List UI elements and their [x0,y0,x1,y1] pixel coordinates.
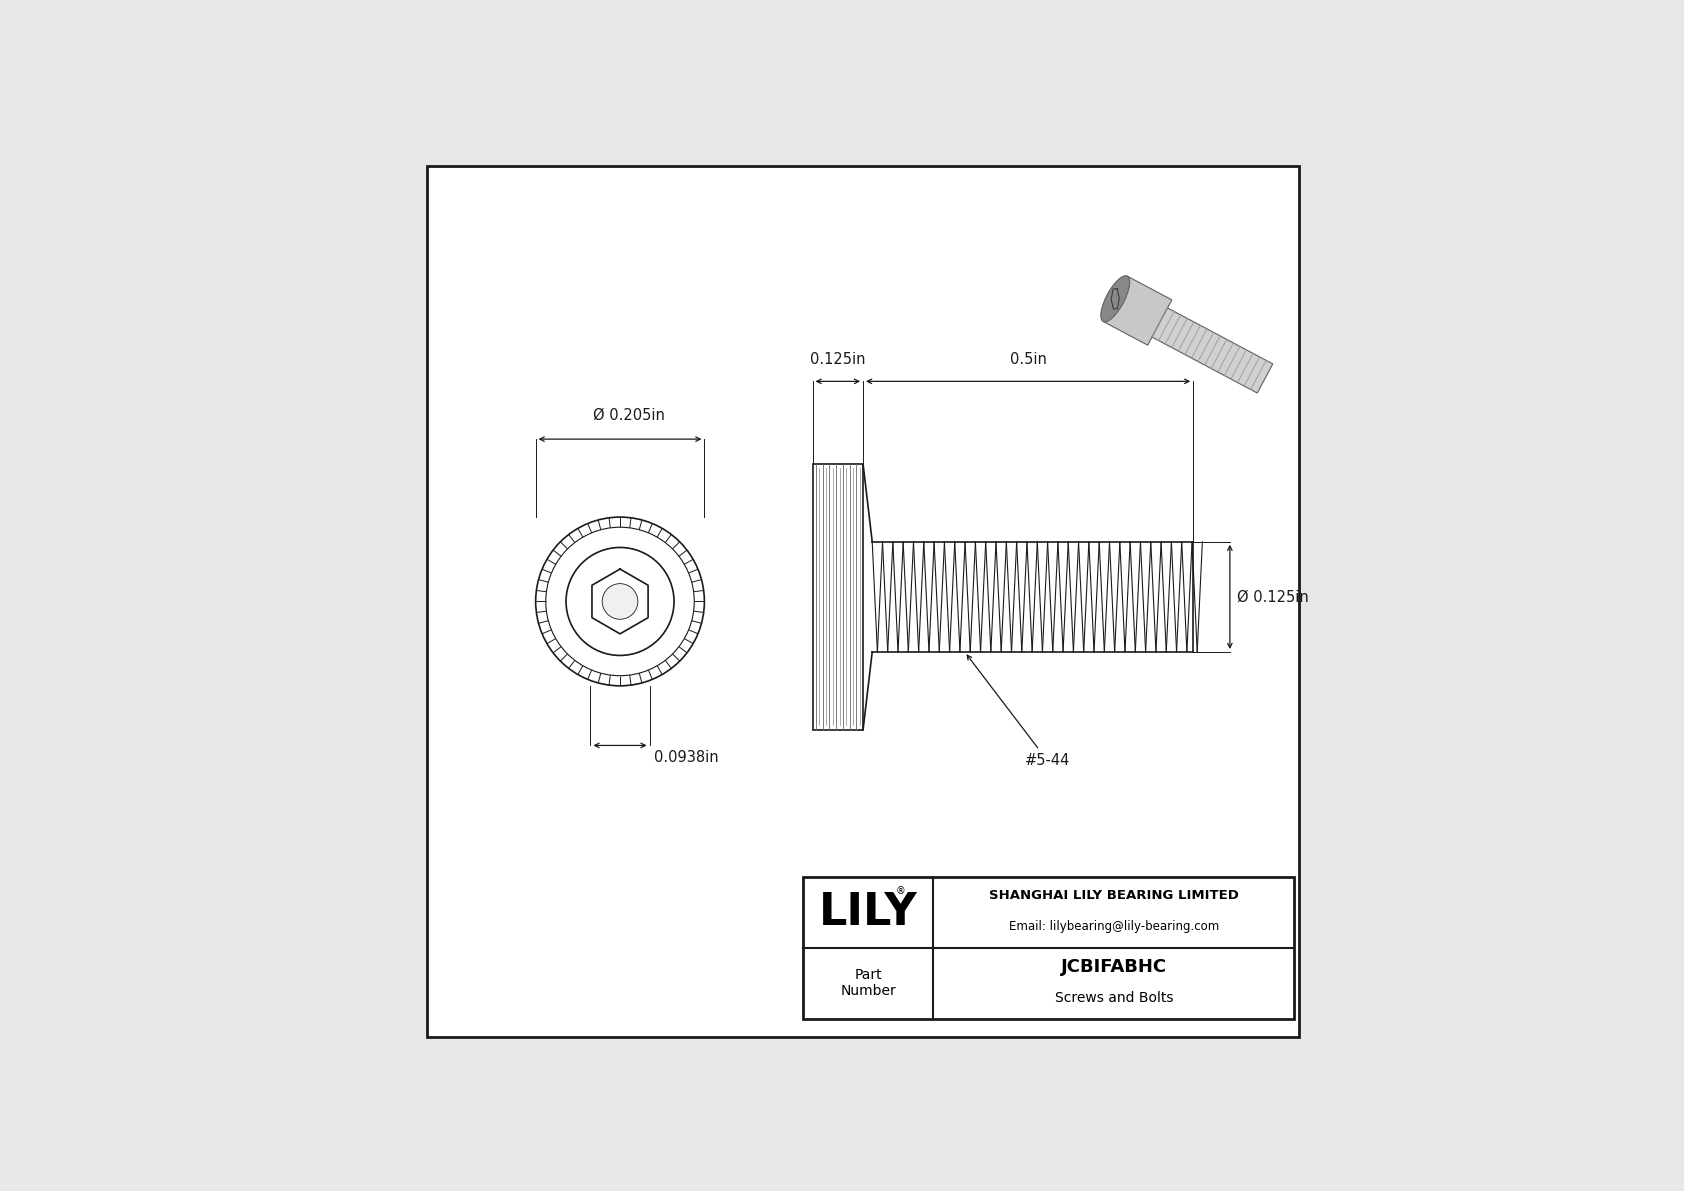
Text: Ø 0.205in: Ø 0.205in [593,407,665,423]
Text: 0.125in: 0.125in [810,351,866,367]
Text: JCBIFABHC: JCBIFABHC [1061,958,1167,975]
Circle shape [566,548,674,655]
Text: 0.5in: 0.5in [1010,351,1046,367]
Text: 0.0938in: 0.0938in [653,750,719,765]
Text: Part
Number: Part Number [840,968,896,998]
Circle shape [546,528,694,675]
Bar [813,464,862,730]
Polygon shape [1103,276,1172,345]
Text: LILY: LILY [818,891,918,934]
Text: #5-44: #5-44 [967,655,1069,768]
Text: SHANGHAI LILY BEARING LIMITED: SHANGHAI LILY BEARING LIMITED [989,890,1239,902]
Circle shape [536,517,704,686]
Text: Ø 0.125in: Ø 0.125in [1238,590,1308,604]
Text: Email: lilybearing@lily-bearing.com: Email: lilybearing@lily-bearing.com [1009,921,1219,934]
Circle shape [603,584,638,619]
Polygon shape [1152,308,1273,393]
Text: ®: ® [896,886,906,896]
Text: Screws and Bolts: Screws and Bolts [1054,991,1174,1005]
Bar [803,877,1293,1018]
Ellipse shape [1101,276,1130,322]
